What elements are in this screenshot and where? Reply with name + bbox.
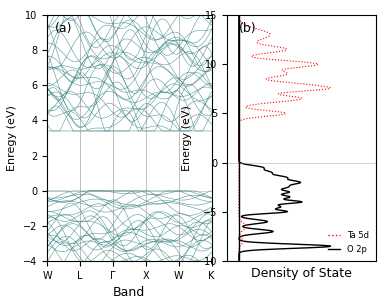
Ta 5d xyxy=(236,13,241,17)
O 2p xyxy=(236,13,241,17)
O 2p xyxy=(236,58,241,61)
Legend: Ta 5d, O 2p: Ta 5d, O 2p xyxy=(324,228,372,257)
O 2p xyxy=(236,113,241,116)
Text: (b): (b) xyxy=(239,22,257,35)
Y-axis label: Enregy (eV): Enregy (eV) xyxy=(7,105,17,171)
X-axis label: Band: Band xyxy=(113,286,145,299)
Text: (a): (a) xyxy=(55,22,73,35)
O 2p xyxy=(236,126,241,130)
Y-axis label: Energy (eV): Energy (eV) xyxy=(182,105,192,171)
Ta 5d xyxy=(236,142,241,146)
Ta 5d xyxy=(238,19,243,23)
Ta 5d xyxy=(236,126,241,130)
X-axis label: Density of State: Density of State xyxy=(251,267,352,280)
Line: Ta 5d: Ta 5d xyxy=(239,15,330,261)
O 2p xyxy=(236,141,241,145)
O 2p xyxy=(236,259,241,263)
Ta 5d xyxy=(267,58,272,61)
Ta 5d xyxy=(236,259,241,263)
O 2p xyxy=(236,142,241,146)
Ta 5d xyxy=(236,141,241,145)
O 2p xyxy=(236,19,241,23)
Line: O 2p: O 2p xyxy=(239,15,330,261)
Ta 5d xyxy=(279,113,284,116)
